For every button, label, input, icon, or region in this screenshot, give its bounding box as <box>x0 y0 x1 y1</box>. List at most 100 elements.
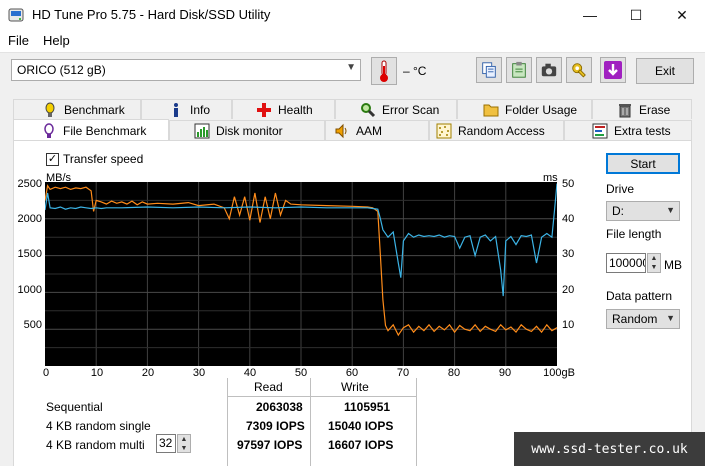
exit-button[interactable]: Exit <box>636 58 694 84</box>
data-pattern-combo-value: Random <box>612 312 658 326</box>
y-right-tick: 30 <box>562 248 575 260</box>
results-divider <box>227 378 228 466</box>
options-button[interactable] <box>566 57 592 83</box>
y-left-tick: 2500 <box>17 178 42 190</box>
data-pattern-label: Data pattern <box>606 289 673 303</box>
queue-depth-stepper[interactable]: ▲ ▼ <box>177 434 191 453</box>
camera-icon <box>541 63 557 77</box>
write-column-header: Write <box>341 380 369 394</box>
tab-health[interactable]: Health <box>232 99 335 119</box>
tab-erase-label: Erase <box>639 102 671 117</box>
y-left-unit: MB/s <box>46 172 72 184</box>
tab-info[interactable]: Info <box>141 99 232 119</box>
x-tick: 50 <box>294 367 308 379</box>
y-left-tick: 1000 <box>17 284 42 296</box>
save-button[interactable] <box>600 57 626 83</box>
results-divider <box>416 378 417 466</box>
trash-icon <box>619 103 631 117</box>
health-icon <box>257 102 271 117</box>
minimize-button[interactable]: — <box>583 7 597 23</box>
tab-file-benchmark[interactable]: File Benchmark <box>13 119 169 141</box>
file-length-stepper[interactable]: ▲ ▼ <box>647 253 661 273</box>
result-row-label: 4 KB random single <box>46 419 151 433</box>
transfer-speed-label: Transfer speed <box>63 152 144 166</box>
x-tick: 60 <box>345 367 359 379</box>
tab-error-scan-label: Error Scan <box>382 102 440 117</box>
x-tick: 70 <box>396 367 410 379</box>
menu-help[interactable]: Help <box>43 33 70 48</box>
x-tick: 80 <box>447 367 461 379</box>
thermometer-icon <box>380 60 388 82</box>
y-left-tick: 500 <box>23 319 42 331</box>
app-icon <box>8 8 24 22</box>
file-benchmark-icon <box>44 122 54 138</box>
result-row-label: 4 KB random multi <box>46 438 145 452</box>
x-tick: 0 <box>42 367 50 379</box>
start-button[interactable]: Start <box>606 153 680 174</box>
queue-depth-input[interactable]: 32 <box>156 434 176 453</box>
data-pattern-combo[interactable]: Random ▼ <box>606 309 680 329</box>
tab-aam[interactable]: AAM <box>325 120 429 140</box>
drive-combo[interactable]: D: ▼ <box>606 201 680 221</box>
tab-benchmark-label: Benchmark <box>64 102 125 117</box>
file-length-unit: MB <box>664 258 682 272</box>
result-write-value: 1105951 <box>344 400 391 414</box>
tab-health-label: Health <box>278 102 313 117</box>
chevron-down-icon: ▼ <box>346 62 356 73</box>
y-right-tick: 40 <box>562 213 575 225</box>
speaker-icon <box>335 123 347 138</box>
menu-bar: File Help <box>0 30 705 52</box>
tab-folder-usage-label: Folder Usage <box>505 102 578 117</box>
random-access-icon <box>436 123 452 138</box>
clipboard-icon <box>512 61 526 78</box>
folder-icon <box>483 104 499 116</box>
title-bar: HD Tune Pro 5.75 - Hard Disk/SSD Utility… <box>0 0 705 30</box>
result-write-value: 15040 IOPS <box>328 419 394 433</box>
close-button[interactable]: ✕ <box>676 6 688 23</box>
tab-random-access-label: Random Access <box>458 123 545 138</box>
drive-select[interactable]: ORICO (512 gB) ▼ <box>11 59 361 81</box>
temperature-readout: – °C <box>403 64 427 78</box>
x-tick: 30 <box>192 367 206 379</box>
chevron-down-icon: ▼ <box>666 313 675 323</box>
file-length-input[interactable]: 100000 <box>606 253 646 273</box>
copy-text-button[interactable] <box>506 57 532 83</box>
screenshot-button[interactable] <box>536 57 562 83</box>
menu-file[interactable]: File <box>8 33 29 48</box>
temperature-button[interactable] <box>371 57 397 85</box>
tab-extra-tests-label: Extra tests <box>614 123 671 138</box>
watermark: www.ssd-tester.co.uk <box>514 432 705 466</box>
file-length-label: File length <box>606 227 662 241</box>
chevron-down-icon: ▼ <box>666 205 675 215</box>
tab-folder-usage[interactable]: Folder Usage <box>457 99 592 119</box>
tab-benchmark[interactable]: Benchmark <box>13 99 141 119</box>
tab-extra-tests[interactable]: Extra tests <box>564 120 692 140</box>
chart-series <box>45 183 557 337</box>
series-line-0 <box>45 184 557 337</box>
tab-info-label: Info <box>190 102 211 117</box>
x-tick: 20 <box>141 367 155 379</box>
toolbar: ORICO (512 gB) ▼ – °C <box>0 52 705 94</box>
y-left-tick: 1500 <box>17 248 42 260</box>
benchmark-icon <box>45 102 55 117</box>
tab-disk-monitor[interactable]: Disk monitor <box>169 120 325 140</box>
info-icon <box>174 102 178 117</box>
y-left-tick: 2000 <box>17 213 42 225</box>
tab-erase[interactable]: Erase <box>592 99 692 119</box>
x-tick: 10 <box>90 367 104 379</box>
tab-error-scan[interactable]: Error Scan <box>335 99 457 119</box>
result-read-value: 7309 IOPS <box>246 419 305 433</box>
transfer-speed-checkbox[interactable]: ✓ <box>46 153 59 166</box>
results-header-rule <box>227 396 417 397</box>
series-line-1 <box>45 183 557 297</box>
result-row-label: Sequential <box>46 400 103 414</box>
chart-grid <box>45 182 557 366</box>
disk-monitor-icon <box>194 123 210 138</box>
x-tick: 90 <box>498 367 512 379</box>
result-read-value: 2063038 <box>256 400 303 414</box>
tab-random-access[interactable]: Random Access <box>429 120 564 140</box>
copy-info-button[interactable] <box>476 57 502 83</box>
download-arrow-icon <box>604 61 622 79</box>
maximize-button[interactable]: ☐ <box>629 6 643 23</box>
x-tick: 100gB <box>543 367 575 379</box>
